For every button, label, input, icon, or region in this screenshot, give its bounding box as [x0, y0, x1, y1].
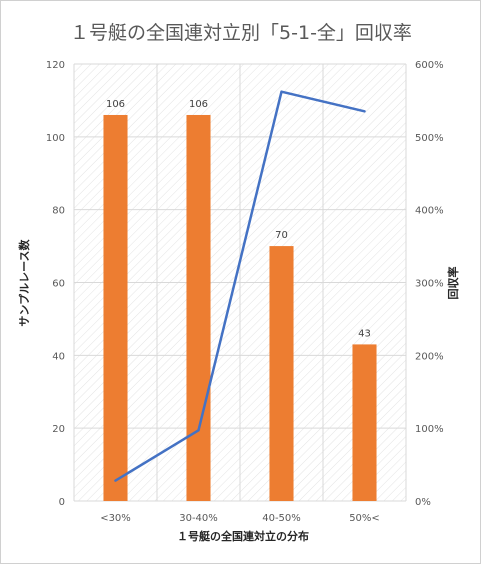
data-label: 70	[275, 230, 288, 241]
y-tick-label: 60	[52, 279, 65, 290]
x-tick-label: 30-40%	[179, 513, 218, 524]
x-axis-ticks: <30% 30-40% 40-50% 50%<	[100, 513, 380, 524]
y2-tick-label: 500%	[415, 133, 444, 144]
chart-title: １号艇の全国連対立別「5-1-全」回収率	[70, 22, 412, 44]
data-label: 43	[358, 328, 371, 339]
bar	[186, 114, 211, 501]
y-axis-ticks: 0 20 40 60 80 100 120	[46, 60, 65, 508]
gridlines	[73, 63, 407, 502]
y-tick-label: 40	[52, 351, 65, 362]
x-tick-label: 40-50%	[262, 513, 301, 524]
line-series	[114, 90, 366, 482]
bar-series	[103, 114, 377, 501]
x-tick-label: <30%	[100, 513, 131, 524]
series-line	[114, 90, 366, 482]
bar	[103, 114, 128, 501]
y2-axis-ticks: 0% 100% 200% 300% 400% 500% 600%	[415, 60, 444, 508]
y-tick-label: 120	[46, 60, 65, 71]
data-labels: 106 106 70 43	[106, 99, 371, 339]
y2-tick-label: 0%	[415, 497, 431, 508]
y-tick-label: 100	[46, 133, 65, 144]
x-axis-title: １号艇の全国連対立の分布	[177, 529, 309, 543]
y-tick-label: 20	[52, 424, 65, 435]
x-tick-label: 50%<	[349, 513, 380, 524]
y2-tick-label: 200%	[415, 351, 444, 362]
y-tick-label: 0	[59, 497, 65, 508]
data-label: 106	[189, 99, 208, 110]
y2-axis-title: 回収率	[446, 267, 460, 300]
y2-tick-label: 300%	[415, 279, 444, 290]
y2-tick-label: 400%	[415, 206, 444, 217]
y2-tick-label: 100%	[415, 424, 444, 435]
data-label: 106	[106, 99, 125, 110]
bar	[352, 344, 377, 501]
y-axis-title: サンプルレース数	[17, 238, 31, 326]
y-tick-label: 80	[52, 206, 65, 217]
y2-tick-label: 600%	[415, 60, 444, 71]
bar	[269, 246, 294, 501]
